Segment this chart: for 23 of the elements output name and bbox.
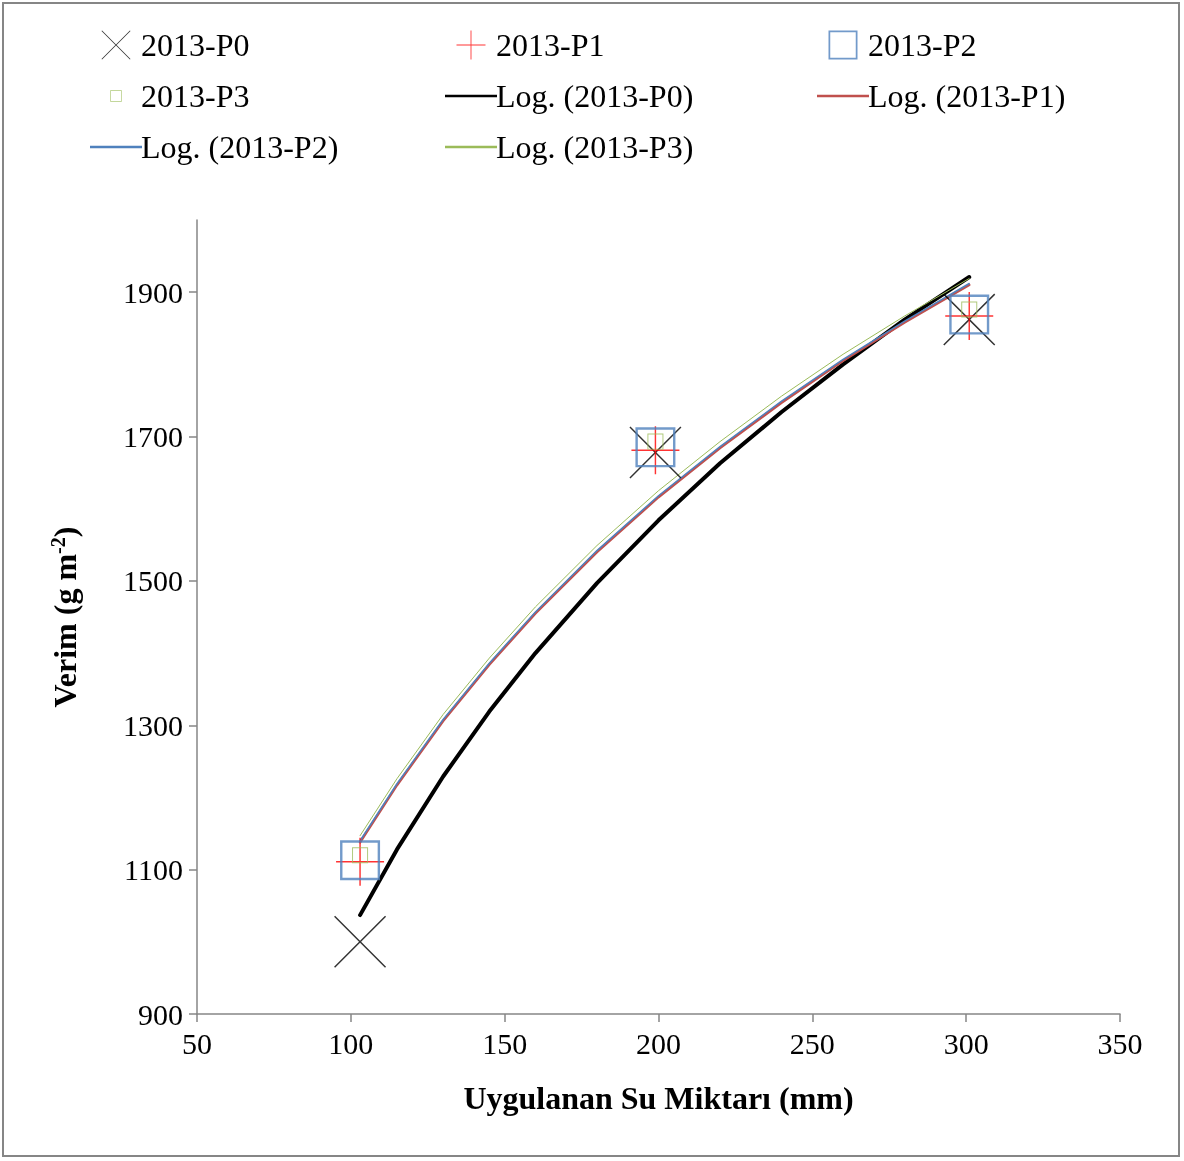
legend-label: Log. (2013-P1) — [868, 78, 1066, 114]
x-axis-title: Uygulanan Su Miktarı (mm) — [463, 1080, 854, 1116]
x-tick-label: 200 — [636, 1026, 681, 1060]
legend-label: 2013-P1 — [496, 27, 605, 63]
x-tick-label: 150 — [482, 1026, 528, 1060]
y-tick-label: 900 — [138, 997, 183, 1031]
x-tick-label: 350 — [1097, 1026, 1143, 1060]
legend-label: Log. (2013-P3) — [496, 129, 694, 165]
x-tick-label: 250 — [789, 1026, 835, 1060]
legend-label: Log. (2013-P2) — [141, 129, 339, 165]
legend-label: 2013-P2 — [868, 27, 977, 63]
legend-label: 2013-P3 — [141, 78, 250, 114]
x-tick-label: 50 — [182, 1026, 212, 1060]
y-tick-label: 1300 — [123, 708, 183, 742]
y-axis-title: Verim (g m-2) — [47, 526, 83, 708]
legend-label: Log. (2013-P0) — [496, 78, 694, 114]
x-tick-label: 100 — [328, 1026, 374, 1060]
y-tick-label: 1500 — [123, 564, 183, 598]
x-tick-label: 300 — [943, 1026, 989, 1060]
y-tick-label: 1700 — [123, 420, 183, 454]
legend-label: 2013-P0 — [141, 27, 250, 63]
y-tick-label: 1100 — [124, 853, 183, 887]
y-tick-label: 1900 — [123, 275, 183, 309]
